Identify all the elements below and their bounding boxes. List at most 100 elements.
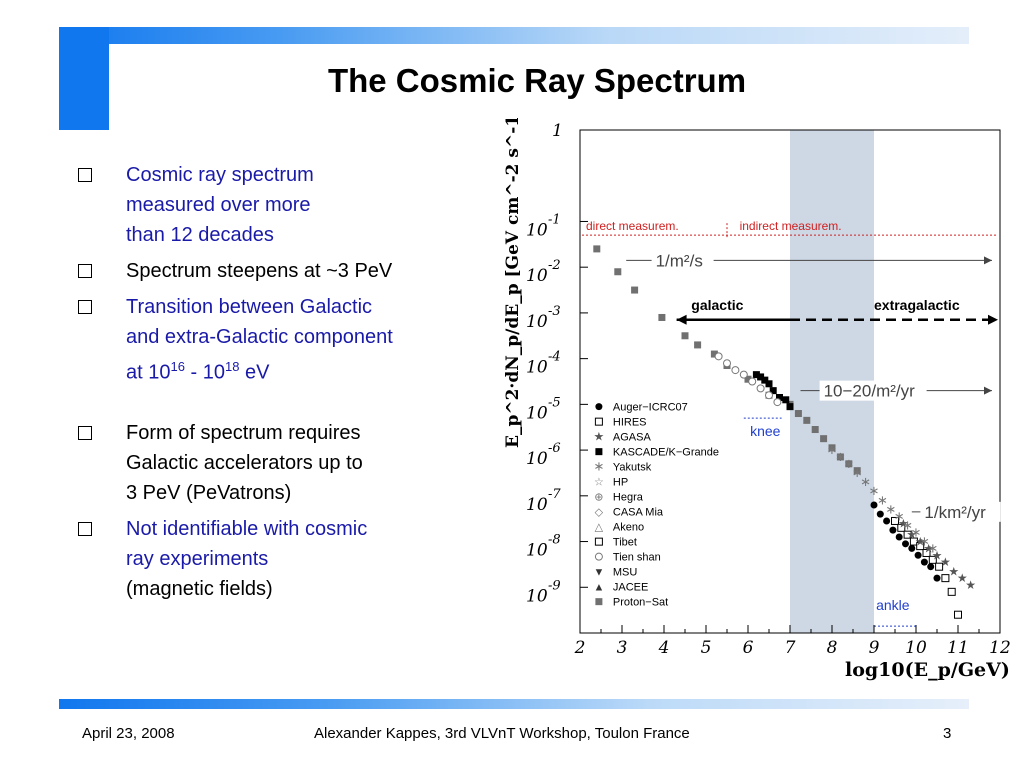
energy-exp-1: 16 xyxy=(170,359,185,374)
data-point xyxy=(723,359,731,368)
data-point xyxy=(828,444,836,452)
y-tick-label: -8 xyxy=(548,533,561,548)
bullet-line: measured over more xyxy=(126,194,311,216)
data-point xyxy=(803,416,811,424)
legend-label: Yakutsk xyxy=(613,462,652,474)
x-tick-label: 5 xyxy=(701,638,712,658)
bullet-line: Galactic accelerators up to xyxy=(126,451,363,474)
data-point xyxy=(631,286,639,294)
data-point xyxy=(903,530,912,539)
bullet-item: Transition between Galactic and extra-Ga… xyxy=(78,292,478,388)
bullet-box-icon xyxy=(78,425,92,440)
chart-svg: direct measurem. indirect measurem. 1/m²/s… xyxy=(503,49,1011,681)
y-tick-label: -1 xyxy=(548,212,561,227)
data-point xyxy=(883,517,891,525)
legend-label: KASCADE/K−Grande xyxy=(613,447,719,459)
data-point xyxy=(786,403,794,411)
legend-marker xyxy=(594,552,603,561)
bullet-item: Cosmic ray spectrum measured over more t… xyxy=(78,160,478,250)
legend-marker: ▼ xyxy=(593,567,604,579)
y-tick-base: 10 xyxy=(526,541,548,561)
data-point xyxy=(752,371,760,379)
annotations: direct measurem. indirect measurem. 1/m²/s… xyxy=(582,219,1001,627)
data-point: ∗ xyxy=(877,492,888,507)
data-point xyxy=(954,610,962,619)
bullet-item: Not identifiable with cosmic ray experim… xyxy=(78,514,478,604)
data-point: ∗ xyxy=(902,518,913,533)
data-point: ∗ xyxy=(894,508,905,523)
energy-post: eV xyxy=(239,361,270,384)
axes: 2 3 4 5 6 7 8 9 10 11 12110-110-210-310-410-510-61… xyxy=(503,49,1011,681)
energy-pre: at 10 xyxy=(126,361,171,384)
data-point xyxy=(891,516,899,525)
footer-presenter: Alexander Kappes, 3rd VLVnT Workshop, To… xyxy=(314,725,690,742)
y-tick-base: 10 xyxy=(526,358,548,378)
data-point xyxy=(773,398,782,407)
direct-measurement-label: direct measurem. xyxy=(586,219,679,233)
legend-label: Proton−Sat xyxy=(613,597,668,609)
data-point xyxy=(902,540,909,548)
legend-label: HP xyxy=(613,477,628,489)
extragalactic-label: extragalactic xyxy=(874,297,960,313)
y-tick-label: -9 xyxy=(548,578,561,593)
y-tick-label: -7 xyxy=(548,487,561,502)
y-tick-label: -2 xyxy=(548,258,561,273)
legend-marker xyxy=(595,403,603,411)
corner-notch xyxy=(109,44,121,130)
bullet-box-icon xyxy=(78,168,92,182)
legend-marker: ☆ xyxy=(594,477,604,489)
data-point xyxy=(731,366,740,375)
data-point: ∗ xyxy=(860,474,871,489)
rate-per-m2-yr-arrowhead xyxy=(984,386,992,395)
legend-marker: ⊕ xyxy=(594,492,603,504)
indirect-measurement-label: indirect measurem. xyxy=(740,219,842,233)
bullet-line: 3 PeV (PeVatrons) xyxy=(126,481,292,504)
data-point xyxy=(757,373,765,381)
data-point xyxy=(889,526,897,534)
legend-marker: ◇ xyxy=(595,507,604,519)
data-point xyxy=(895,533,903,541)
data-point xyxy=(744,375,752,383)
data-point xyxy=(776,394,783,402)
legend-label: Tibet xyxy=(613,537,637,549)
data-point xyxy=(614,268,622,276)
bullet-item: Spectrum steepens at ~3 PeV xyxy=(78,256,478,286)
data-point xyxy=(947,587,956,596)
rate-per-m2-yr-label-bg xyxy=(819,380,927,401)
data-point xyxy=(739,370,748,379)
data-point xyxy=(694,341,702,349)
data-point xyxy=(933,574,941,582)
y-tick-base: 10 xyxy=(526,586,548,606)
legend-label: AGASA xyxy=(613,432,652,444)
rate-per-m2-yr-label: 10−20/m²/yr xyxy=(824,382,916,401)
bullet-line-energy: at 1016 - 1018 eV xyxy=(126,352,478,388)
bullet-line: Spectrum steepens at ~3 PeV xyxy=(126,260,393,282)
legend-marker xyxy=(594,417,603,426)
title-bar-decoration xyxy=(59,27,969,44)
legend-marker xyxy=(595,598,603,606)
x-axis-label: log10(E_p/GeV) xyxy=(845,659,1010,681)
footer-date: April 23, 2008 xyxy=(82,725,175,742)
data-point xyxy=(820,435,828,443)
legend-label: Akeno xyxy=(613,522,644,534)
bullet-line: Not identifiable with cosmic xyxy=(126,517,368,540)
bullet-item: Form of spectrum requires Galactic accel… xyxy=(78,418,478,508)
legend-marker: △ xyxy=(595,522,604,534)
rate-1-per-m2-s-label-bg xyxy=(651,250,714,271)
data-point xyxy=(765,380,773,388)
data-point xyxy=(756,384,765,393)
data-point: ∗ xyxy=(869,483,880,498)
legend-label: Tien shan xyxy=(613,552,661,564)
data-point: ★ xyxy=(923,541,934,555)
legend-marker xyxy=(595,448,603,456)
rate-1-per-m2-s-label: 1/m²/s xyxy=(656,251,703,270)
x-tick-label: 12 xyxy=(989,638,1011,658)
data-point xyxy=(765,391,773,400)
energy-exp-2: 18 xyxy=(224,359,240,374)
x-tick-label: 11 xyxy=(947,638,969,658)
data-point xyxy=(845,460,853,468)
legend-label: Hegra xyxy=(613,492,644,504)
data-point: ∗ xyxy=(852,465,863,480)
energy-mid: - 10 xyxy=(184,361,225,384)
legend-label: MSU xyxy=(613,567,638,579)
